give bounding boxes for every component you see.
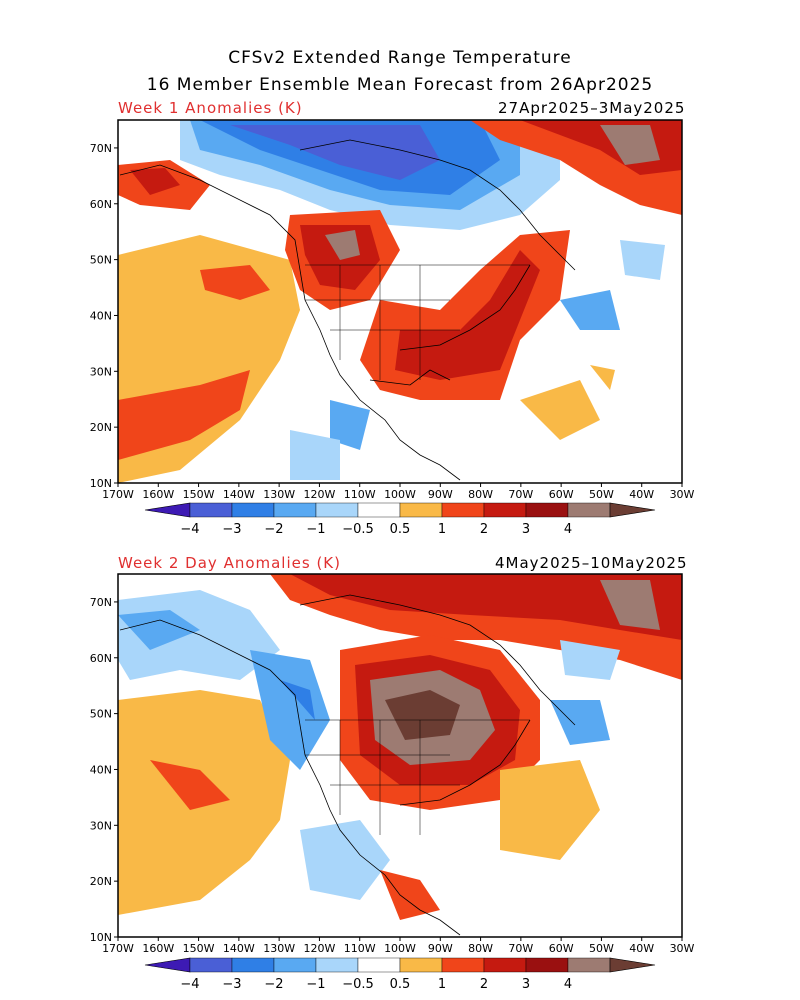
- lat-label: 10N: [90, 931, 112, 944]
- lon-label: 140W: [223, 488, 255, 501]
- colorbar-tick-label: 0.5: [390, 522, 411, 537]
- lon-label: 50W: [589, 488, 614, 501]
- colorbar-swatch: [441, 502, 485, 518]
- panel2-label: Week 2 Day Anomalies (K): [118, 554, 341, 572]
- lon-label: 100W: [384, 488, 416, 501]
- lat-label: 40N: [90, 309, 112, 322]
- colorbar-swatch: [357, 957, 401, 973]
- colorbar-swatch: [483, 502, 527, 518]
- lon-label: 170W: [102, 488, 134, 501]
- lon-label: 70W: [508, 942, 533, 955]
- lon-label: 110W: [344, 942, 376, 955]
- colorbar-tick-label: −4: [180, 977, 199, 992]
- colorbar-swatch: [273, 502, 317, 518]
- colorbar-tick-label: −2: [264, 522, 283, 537]
- colorbar-tick-label: 3: [522, 977, 530, 992]
- colorbar-swatch: [315, 502, 359, 518]
- lon-label: 130W: [263, 488, 295, 501]
- lon-label: 130W: [263, 942, 295, 955]
- colorbar-swatch: [315, 957, 359, 973]
- colorbar-tick-label: −1: [306, 522, 325, 537]
- colorbar-arrow-left: [144, 502, 191, 518]
- colorbar-tick-label: 1: [438, 977, 446, 992]
- lon-label: 90W: [428, 488, 453, 501]
- lat-label: 20N: [90, 421, 112, 434]
- colorbar-tick-label: 0.5: [390, 977, 411, 992]
- colorbar-tick-label: −2: [264, 977, 283, 992]
- colorbar-arrow-left: [144, 957, 191, 973]
- colorbar-arrow-right: [609, 502, 656, 518]
- lon-label: 150W: [183, 942, 215, 955]
- lat-label: 40N: [90, 763, 112, 776]
- panel1-dates: 27Apr2025–3May2025: [498, 99, 686, 117]
- colorbar-swatch: [483, 957, 527, 973]
- lon-label: 80W: [468, 942, 493, 955]
- lon-label: 80W: [468, 488, 493, 501]
- colorbar-swatch: [189, 502, 233, 518]
- lon-label: 100W: [384, 942, 416, 955]
- colorbar-swatch: [357, 502, 401, 518]
- colorbar-swatch: [231, 957, 275, 973]
- lon-label: 160W: [142, 942, 174, 955]
- colorbar-swatch: [525, 502, 569, 518]
- lat-label: 60N: [90, 652, 112, 665]
- colorbar-swatch: [525, 957, 569, 973]
- lon-label: 120W: [303, 942, 335, 955]
- colorbar-tick-label: −4: [180, 522, 199, 537]
- lon-label: 30W: [670, 488, 695, 501]
- colorbar-swatch: [231, 502, 275, 518]
- colorbar-tick-label: −0.5: [342, 522, 374, 537]
- lat-label: 50N: [90, 254, 112, 267]
- lat-label: 30N: [90, 365, 112, 378]
- colorbar-swatch: [399, 957, 443, 973]
- colorbar-tick-label: −3: [222, 522, 241, 537]
- chart-title-line1: CFSv2 Extended Range Temperature: [228, 48, 572, 68]
- lat-label: 60N: [90, 198, 112, 211]
- colorbar-swatch: [441, 957, 485, 973]
- colorbars-layer: −4 −3 −2 −1 −0.5 0.5 1 2 3 4 −4 −3 −2 −1 −0.5 0.5 1 2 3 4: [144, 502, 656, 992]
- lon-label: 160W: [142, 488, 174, 501]
- colorbar-swatch: [273, 957, 317, 973]
- lon-label: 50W: [589, 942, 614, 955]
- colorbar-swatch: [399, 502, 443, 518]
- lon-label: 110W: [344, 488, 376, 501]
- colorbar-tick-label: −0.5: [342, 977, 374, 992]
- lat-label: 70N: [90, 596, 112, 609]
- lat-label: 20N: [90, 875, 112, 888]
- colorbar-tick-label: 2: [480, 522, 488, 537]
- colorbar-swatch: [189, 957, 233, 973]
- lat-label: 10N: [90, 477, 112, 490]
- lat-label: 30N: [90, 819, 112, 832]
- colorbar-tick-label: 3: [522, 522, 530, 537]
- lon-label: 60W: [549, 942, 574, 955]
- lat-label: 50N: [90, 708, 112, 721]
- lon-label: 60W: [549, 488, 574, 501]
- lon-label: 120W: [303, 488, 335, 501]
- lon-label: 40W: [629, 942, 654, 955]
- colorbar-tick-label: 4: [564, 977, 572, 992]
- colorbar-tick-label: −1: [306, 977, 325, 992]
- lon-label: 140W: [223, 942, 255, 955]
- lon-label: 170W: [102, 942, 134, 955]
- panel1-map: [117, 119, 683, 484]
- lon-label: 90W: [428, 942, 453, 955]
- lon-label: 150W: [183, 488, 215, 501]
- panel1-label: Week 1 Anomalies (K): [118, 99, 303, 117]
- colorbar-tick-label: 2: [480, 977, 488, 992]
- colorbar-tick-label: 4: [564, 522, 572, 537]
- colorbar-swatch: [567, 957, 611, 973]
- panel2-dates: 4May2025–10May2025: [495, 554, 688, 572]
- panel2-map: [117, 573, 683, 938]
- lon-label: 30W: [670, 942, 695, 955]
- colorbar-swatch: [567, 502, 611, 518]
- colorbar-arrow-right: [609, 957, 656, 973]
- lat-label: 70N: [90, 142, 112, 155]
- lon-label: 70W: [508, 488, 533, 501]
- colorbar-tick-label: 1: [438, 522, 446, 537]
- lon-label: 40W: [629, 488, 654, 501]
- colorbar-tick-label: −3: [222, 977, 241, 992]
- chart-title-line2: 16 Member Ensemble Mean Forecast from 26…: [146, 75, 654, 95]
